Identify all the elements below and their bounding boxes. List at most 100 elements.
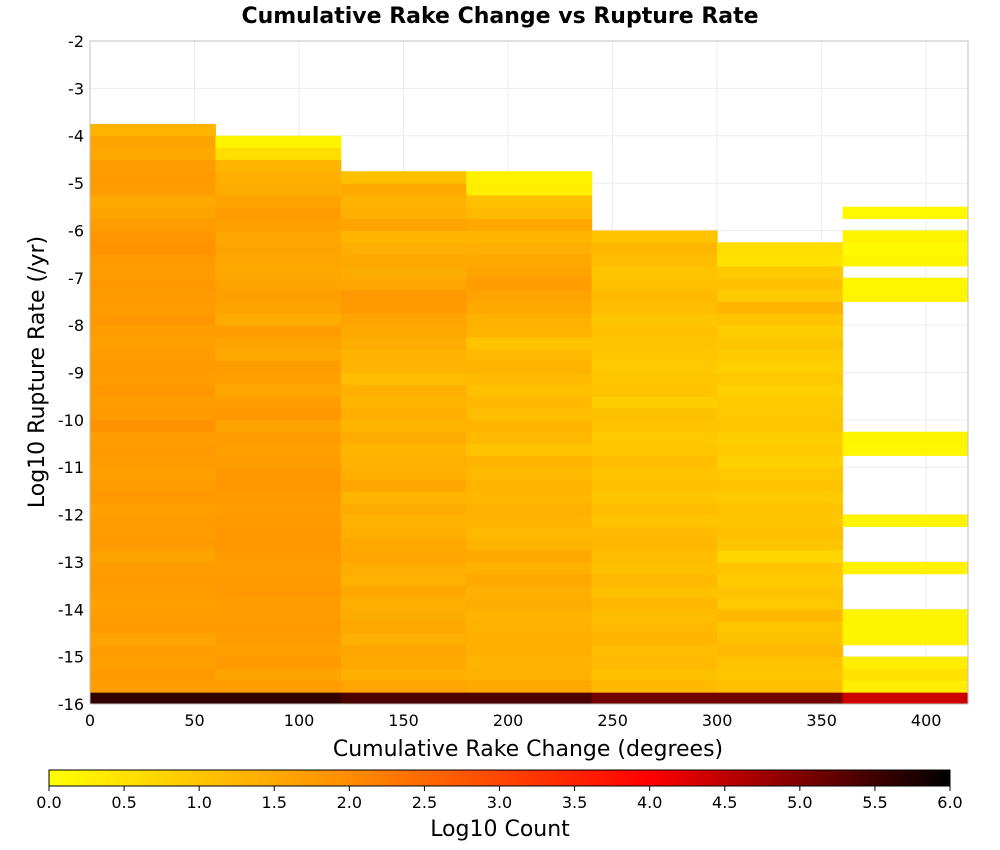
x-axis-label: Cumulative Rake Change (degrees) bbox=[333, 737, 723, 762]
heat-cell bbox=[466, 526, 593, 539]
heat-cell bbox=[591, 609, 718, 622]
heat-cell bbox=[591, 467, 718, 480]
heat-cell bbox=[90, 680, 216, 693]
colorbar-tick-label: 2.0 bbox=[337, 793, 362, 812]
colorbar-tick-label: 3.5 bbox=[562, 793, 587, 812]
heat-cell bbox=[90, 668, 216, 681]
heat-cell bbox=[90, 573, 216, 587]
heat-cell bbox=[591, 360, 718, 373]
heat-cell bbox=[717, 301, 844, 314]
heat-cell bbox=[591, 289, 718, 302]
heat-cell bbox=[90, 597, 216, 610]
heat-cell bbox=[90, 431, 216, 445]
heat-cell bbox=[90, 171, 216, 184]
heat-cell bbox=[90, 396, 216, 409]
heat-cell bbox=[842, 561, 969, 575]
heat-cell bbox=[591, 431, 718, 445]
y-tick-label: -16 bbox=[58, 695, 84, 714]
heat-cell bbox=[591, 396, 718, 409]
y-tick-label: -9 bbox=[68, 364, 84, 383]
heat-cell bbox=[340, 336, 467, 350]
x-tick-label: 350 bbox=[806, 711, 837, 730]
heat-cell bbox=[90, 289, 216, 302]
heat-cell bbox=[215, 194, 342, 208]
heat-cell bbox=[215, 431, 342, 445]
heat-cell bbox=[215, 218, 342, 231]
heat-cell bbox=[466, 455, 593, 468]
colorbar-label: Log10 Count bbox=[430, 817, 570, 842]
heat-cell bbox=[591, 336, 718, 350]
heat-cell bbox=[466, 490, 593, 504]
heat-cell bbox=[340, 490, 467, 504]
x-tick-label: 50 bbox=[184, 711, 204, 730]
heat-cell bbox=[215, 668, 342, 681]
heat-cell bbox=[215, 230, 342, 243]
heat-cell bbox=[215, 183, 342, 196]
heat-cell bbox=[842, 514, 969, 527]
heat-cell bbox=[591, 680, 718, 693]
heat-cell bbox=[90, 408, 216, 421]
heat-cell bbox=[466, 550, 593, 563]
heat-cell bbox=[717, 632, 844, 646]
heat-cell bbox=[717, 479, 844, 492]
heat-cell bbox=[90, 538, 216, 551]
heat-cell bbox=[466, 431, 593, 445]
heat-cell bbox=[340, 183, 467, 196]
heat-cell bbox=[215, 206, 342, 220]
heat-cell bbox=[90, 632, 216, 646]
heat-cell bbox=[215, 360, 342, 373]
x-axis-ticks: 0 50 100 150 200 250 300 350 400 bbox=[85, 711, 942, 730]
heat-cell bbox=[90, 218, 216, 231]
heat-cell bbox=[215, 621, 342, 634]
heat-cell bbox=[591, 692, 718, 705]
heat-cell bbox=[215, 443, 342, 456]
heat-cell bbox=[591, 384, 718, 397]
heat-cell bbox=[90, 183, 216, 196]
heat-cell bbox=[842, 656, 969, 669]
heat-cell bbox=[90, 159, 216, 172]
chart-title: Cumulative Rake Change vs Rupture Rate bbox=[241, 4, 758, 29]
heat-cell bbox=[340, 621, 467, 634]
heat-cell bbox=[466, 171, 593, 184]
heat-cell bbox=[466, 656, 593, 669]
heat-cell bbox=[340, 396, 467, 409]
y-tick-label: -13 bbox=[58, 553, 84, 572]
heat-cell bbox=[90, 277, 216, 291]
heat-cell bbox=[466, 692, 593, 705]
heat-cell bbox=[215, 538, 342, 551]
heat-cell bbox=[717, 502, 844, 516]
heat-cell bbox=[717, 573, 844, 587]
heat-cell bbox=[591, 348, 718, 362]
heat-cell bbox=[215, 585, 342, 598]
heat-cell bbox=[90, 301, 216, 314]
heat-cell bbox=[340, 206, 467, 220]
heat-cell bbox=[215, 336, 342, 350]
heat-cell bbox=[717, 561, 844, 575]
heat-cell bbox=[90, 490, 216, 504]
heat-cell bbox=[717, 254, 844, 267]
heat-cell bbox=[591, 443, 718, 456]
x-tick-label: 150 bbox=[388, 711, 419, 730]
heat-cell bbox=[466, 467, 593, 480]
heat-cell bbox=[215, 479, 342, 492]
y-tick-label: -10 bbox=[58, 411, 84, 430]
heat-cell bbox=[215, 597, 342, 610]
heat-cell bbox=[90, 644, 216, 658]
heat-cell bbox=[215, 147, 342, 160]
colorbar-ticks: 0.0 0.5 1.0 1.5 2.0 2.5 3.0 3.5 4.0 4.5 5.0 5.5 6.0 bbox=[36, 786, 963, 812]
heat-cell bbox=[591, 277, 718, 291]
y-axis-ticks: -2 -3 -4 -5 -6 -7 -8 -9 -10 -11 -12 -13 -14 -15 -16 bbox=[58, 32, 84, 714]
heat-cell bbox=[591, 455, 718, 468]
heat-cell bbox=[340, 360, 467, 373]
heat-cell bbox=[717, 443, 844, 456]
colorbar-tick-label: 1.5 bbox=[262, 793, 287, 812]
colorbar-tick-label: 3.0 bbox=[487, 793, 512, 812]
heat-cell bbox=[90, 419, 216, 433]
heat-cell bbox=[340, 479, 467, 492]
heat-cell bbox=[717, 325, 844, 338]
heat-cell bbox=[717, 348, 844, 362]
heat-cell bbox=[340, 408, 467, 421]
heat-cell bbox=[90, 692, 216, 705]
y-tick-label: -3 bbox=[68, 79, 84, 98]
colorbar-tick-label: 2.5 bbox=[412, 793, 437, 812]
